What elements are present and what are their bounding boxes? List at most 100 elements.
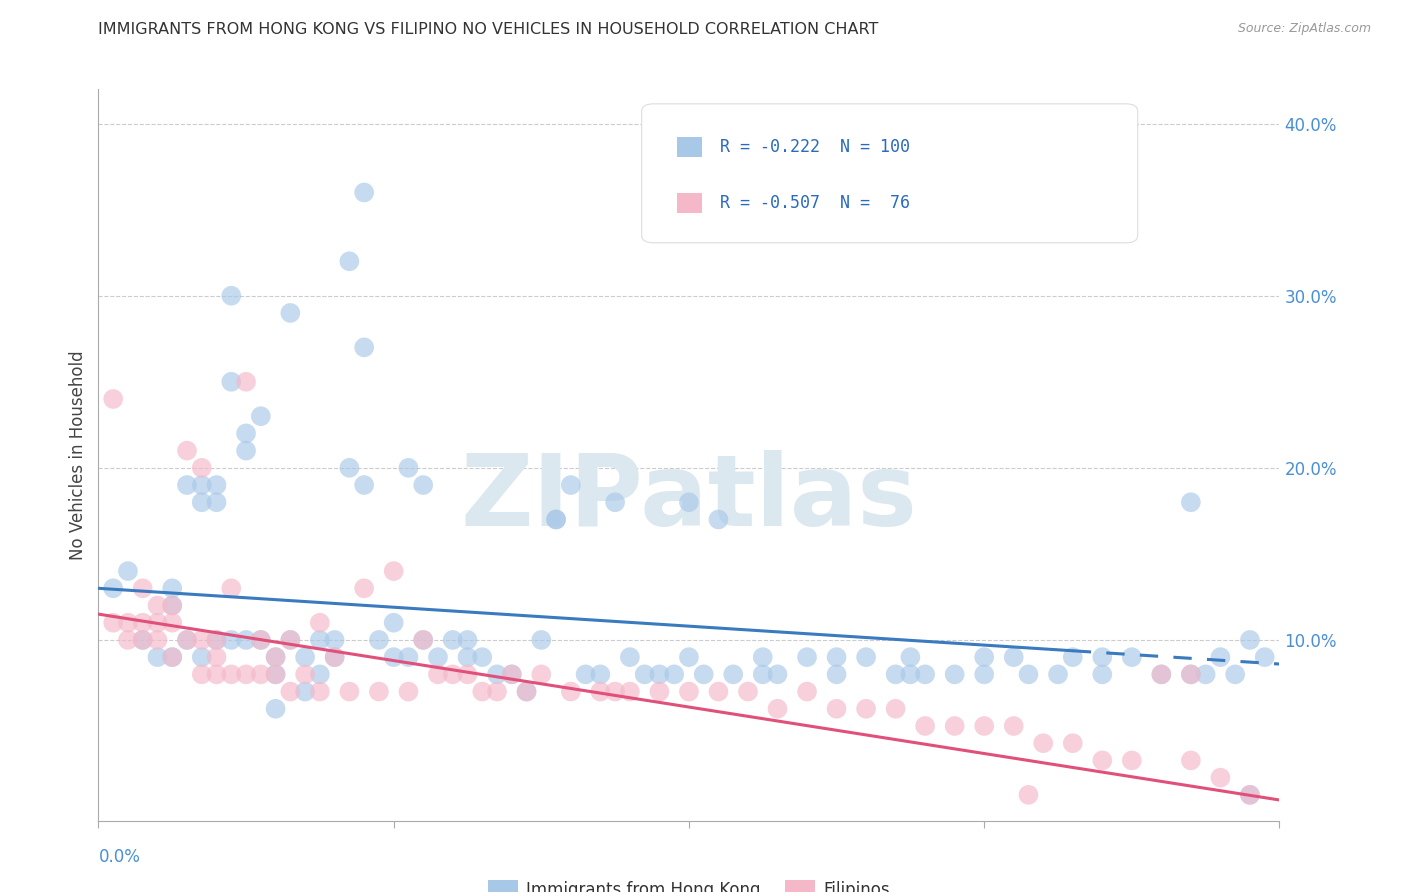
Point	[441, 632, 464, 647]
Point	[396, 650, 419, 665]
Point	[412, 632, 434, 647]
Point	[132, 615, 155, 630]
Point	[825, 702, 848, 716]
Point	[1150, 667, 1173, 681]
Point	[456, 667, 478, 681]
Point	[250, 632, 273, 647]
Point	[973, 719, 995, 733]
Point	[515, 684, 537, 698]
Point	[353, 186, 375, 200]
Point	[264, 667, 287, 681]
Point	[825, 667, 848, 681]
Point	[176, 632, 198, 647]
Point	[1239, 788, 1261, 802]
Point	[235, 667, 257, 681]
Point	[176, 632, 198, 647]
Point	[943, 719, 966, 733]
Point	[323, 650, 346, 665]
FancyBboxPatch shape	[641, 103, 1137, 243]
Point	[235, 632, 257, 647]
Point	[103, 582, 125, 596]
Point	[412, 632, 434, 647]
Point	[884, 667, 907, 681]
Point	[1032, 736, 1054, 750]
Point	[176, 478, 198, 492]
Point	[191, 632, 214, 647]
Point	[456, 632, 478, 647]
Point	[162, 599, 183, 613]
Point	[619, 684, 641, 698]
Point	[884, 702, 907, 716]
Point	[751, 667, 773, 681]
Point	[294, 667, 316, 681]
Point	[796, 684, 818, 698]
Point	[1091, 667, 1114, 681]
Point	[382, 650, 405, 665]
Text: R = -0.222  N = 100: R = -0.222 N = 100	[720, 138, 910, 156]
Point	[191, 478, 214, 492]
Point	[1194, 667, 1216, 681]
Point	[278, 684, 302, 698]
Point	[471, 684, 494, 698]
Point	[132, 632, 155, 647]
Point	[1180, 753, 1202, 767]
Point	[146, 650, 169, 665]
Point	[1223, 667, 1246, 681]
Legend: Immigrants from Hong Kong, Filipinos: Immigrants from Hong Kong, Filipinos	[481, 873, 897, 892]
Point	[308, 684, 332, 698]
Point	[367, 632, 389, 647]
Point	[353, 582, 375, 596]
Point	[146, 615, 169, 630]
Point	[308, 615, 332, 630]
Point	[132, 632, 155, 647]
Point	[278, 306, 302, 320]
Point	[1062, 650, 1084, 665]
Point	[250, 667, 273, 681]
Point	[648, 667, 671, 681]
Point	[235, 375, 257, 389]
Point	[396, 684, 419, 698]
Point	[396, 460, 419, 475]
Text: ZIPatlas: ZIPatlas	[461, 450, 917, 548]
Point	[471, 650, 494, 665]
Point	[546, 512, 568, 526]
Point	[973, 650, 995, 665]
Point	[1180, 667, 1202, 681]
Point	[426, 650, 449, 665]
Point	[205, 495, 228, 509]
Point	[664, 667, 686, 681]
Point	[250, 409, 273, 424]
Point	[825, 650, 848, 665]
Point	[900, 667, 922, 681]
Point	[560, 478, 582, 492]
Point	[605, 684, 627, 698]
Point	[589, 667, 612, 681]
Point	[678, 495, 700, 509]
Point	[973, 667, 995, 681]
Point	[1180, 667, 1202, 681]
Point	[264, 667, 287, 681]
Point	[294, 650, 316, 665]
Point	[367, 684, 389, 698]
Point	[308, 667, 332, 681]
Point	[235, 426, 257, 441]
Point	[501, 667, 523, 681]
Point	[693, 667, 716, 681]
Point	[191, 650, 214, 665]
Point	[1002, 719, 1025, 733]
Point	[855, 702, 877, 716]
Point	[855, 650, 877, 665]
Point	[1002, 650, 1025, 665]
Point	[914, 719, 936, 733]
Point	[117, 632, 139, 647]
Point	[1239, 788, 1261, 802]
Point	[1254, 650, 1277, 665]
Point	[633, 667, 655, 681]
Point	[412, 478, 434, 492]
Point	[1209, 771, 1232, 785]
Point	[796, 650, 818, 665]
Point	[146, 599, 169, 613]
Point	[103, 615, 125, 630]
Point	[515, 684, 537, 698]
Point	[191, 460, 214, 475]
